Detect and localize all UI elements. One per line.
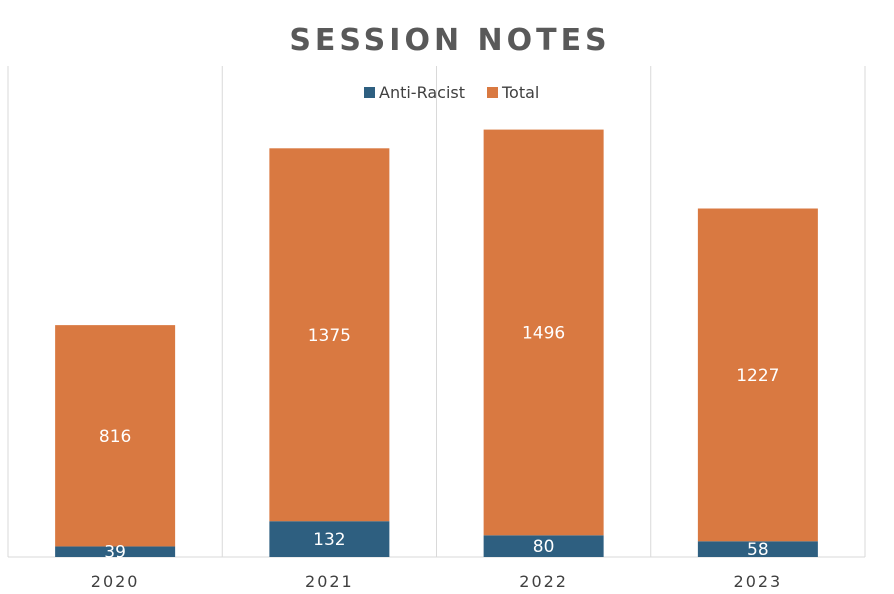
bar-total-2021: [269, 148, 390, 522]
bar-anti-racist-2023: [697, 541, 818, 557]
x-tick-label: 2021: [305, 572, 354, 591]
data-label: 816: [99, 427, 131, 447]
legend-swatch: [487, 87, 498, 98]
legend-label: Anti-Racist: [379, 83, 465, 102]
bar-total-2022: [483, 129, 604, 536]
data-label: 1227: [736, 366, 779, 386]
bar-total-2020: [55, 325, 176, 547]
legend-label: Total: [501, 83, 539, 102]
data-label: 1496: [522, 323, 565, 343]
bar-anti-racist-2021: [269, 521, 390, 557]
x-tick-label: 2023: [734, 572, 783, 591]
data-label: 58: [747, 540, 769, 560]
chart-title: SESSION NOTES: [289, 23, 610, 58]
bar-anti-racist-2020: [55, 546, 176, 557]
x-tick-label: 2022: [519, 572, 568, 591]
data-label: 1375: [308, 326, 351, 346]
legend-swatch: [364, 87, 375, 98]
bar-total-2023: [697, 208, 818, 542]
data-label: 80: [533, 537, 555, 557]
data-label: 132: [313, 530, 345, 550]
bar-anti-racist-2022: [483, 535, 604, 557]
x-tick-label: 2020: [91, 572, 140, 591]
data-label: 39: [104, 543, 126, 563]
